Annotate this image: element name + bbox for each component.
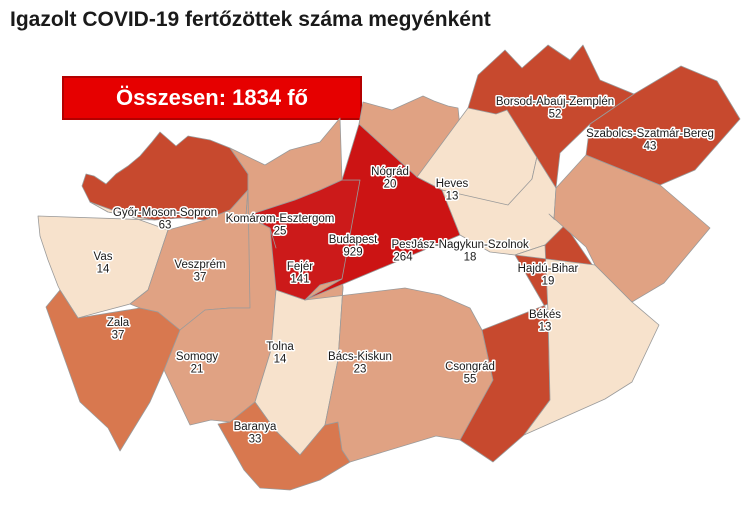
svg-text:Hajdú-Bihar: Hajdú-Bihar — [518, 263, 579, 275]
svg-text:Heves: Heves — [436, 178, 469, 190]
svg-text:Baranya: Baranya — [234, 421, 277, 433]
svg-text:37: 37 — [112, 330, 125, 342]
svg-text:Bács-Kiskun: Bács-Kiskun — [328, 351, 392, 363]
svg-text:Budapest: Budapest — [329, 234, 378, 246]
svg-text:Vas: Vas — [94, 251, 113, 263]
svg-text:20: 20 — [384, 179, 397, 191]
svg-text:63: 63 — [159, 220, 172, 232]
svg-text:14: 14 — [97, 264, 110, 276]
svg-text:13: 13 — [539, 322, 552, 334]
svg-text:Veszprém: Veszprém — [174, 259, 225, 271]
svg-text:Borsod-Abaúj-Zemplén: Borsod-Abaúj-Zemplén — [496, 96, 614, 108]
svg-text:Jász-Nagykun-Szolnok: Jász-Nagykun-Szolnok — [411, 239, 529, 251]
svg-text:23: 23 — [354, 364, 367, 376]
svg-text:13: 13 — [446, 191, 459, 203]
svg-text:19: 19 — [542, 276, 555, 288]
svg-text:33: 33 — [249, 434, 262, 446]
svg-text:Komárom-Esztergom: Komárom-Esztergom — [226, 213, 335, 225]
svg-text:52: 52 — [549, 109, 562, 121]
svg-text:929: 929 — [343, 247, 362, 259]
svg-text:18: 18 — [464, 252, 477, 264]
svg-text:37: 37 — [194, 272, 207, 284]
svg-text:55: 55 — [464, 374, 477, 386]
svg-text:Nógrád: Nógrád — [371, 166, 409, 178]
svg-text:25: 25 — [274, 226, 287, 238]
svg-text:141: 141 — [290, 274, 309, 286]
svg-text:Győr-Moson-Sopron: Győr-Moson-Sopron — [113, 207, 217, 219]
svg-text:Tolna: Tolna — [266, 341, 294, 353]
svg-text:Zala: Zala — [107, 317, 130, 329]
svg-text:14: 14 — [274, 354, 287, 366]
svg-text:Szabolcs-Szatmár-Bereg: Szabolcs-Szatmár-Bereg — [586, 128, 714, 140]
svg-text:Fejér: Fejér — [287, 261, 313, 273]
svg-text:21: 21 — [191, 364, 204, 376]
svg-text:264: 264 — [393, 252, 413, 264]
svg-text:Békés: Békés — [529, 309, 561, 321]
svg-text:Somogy: Somogy — [176, 351, 218, 363]
svg-text:Csongrád: Csongrád — [445, 361, 495, 373]
svg-text:43: 43 — [644, 141, 657, 153]
